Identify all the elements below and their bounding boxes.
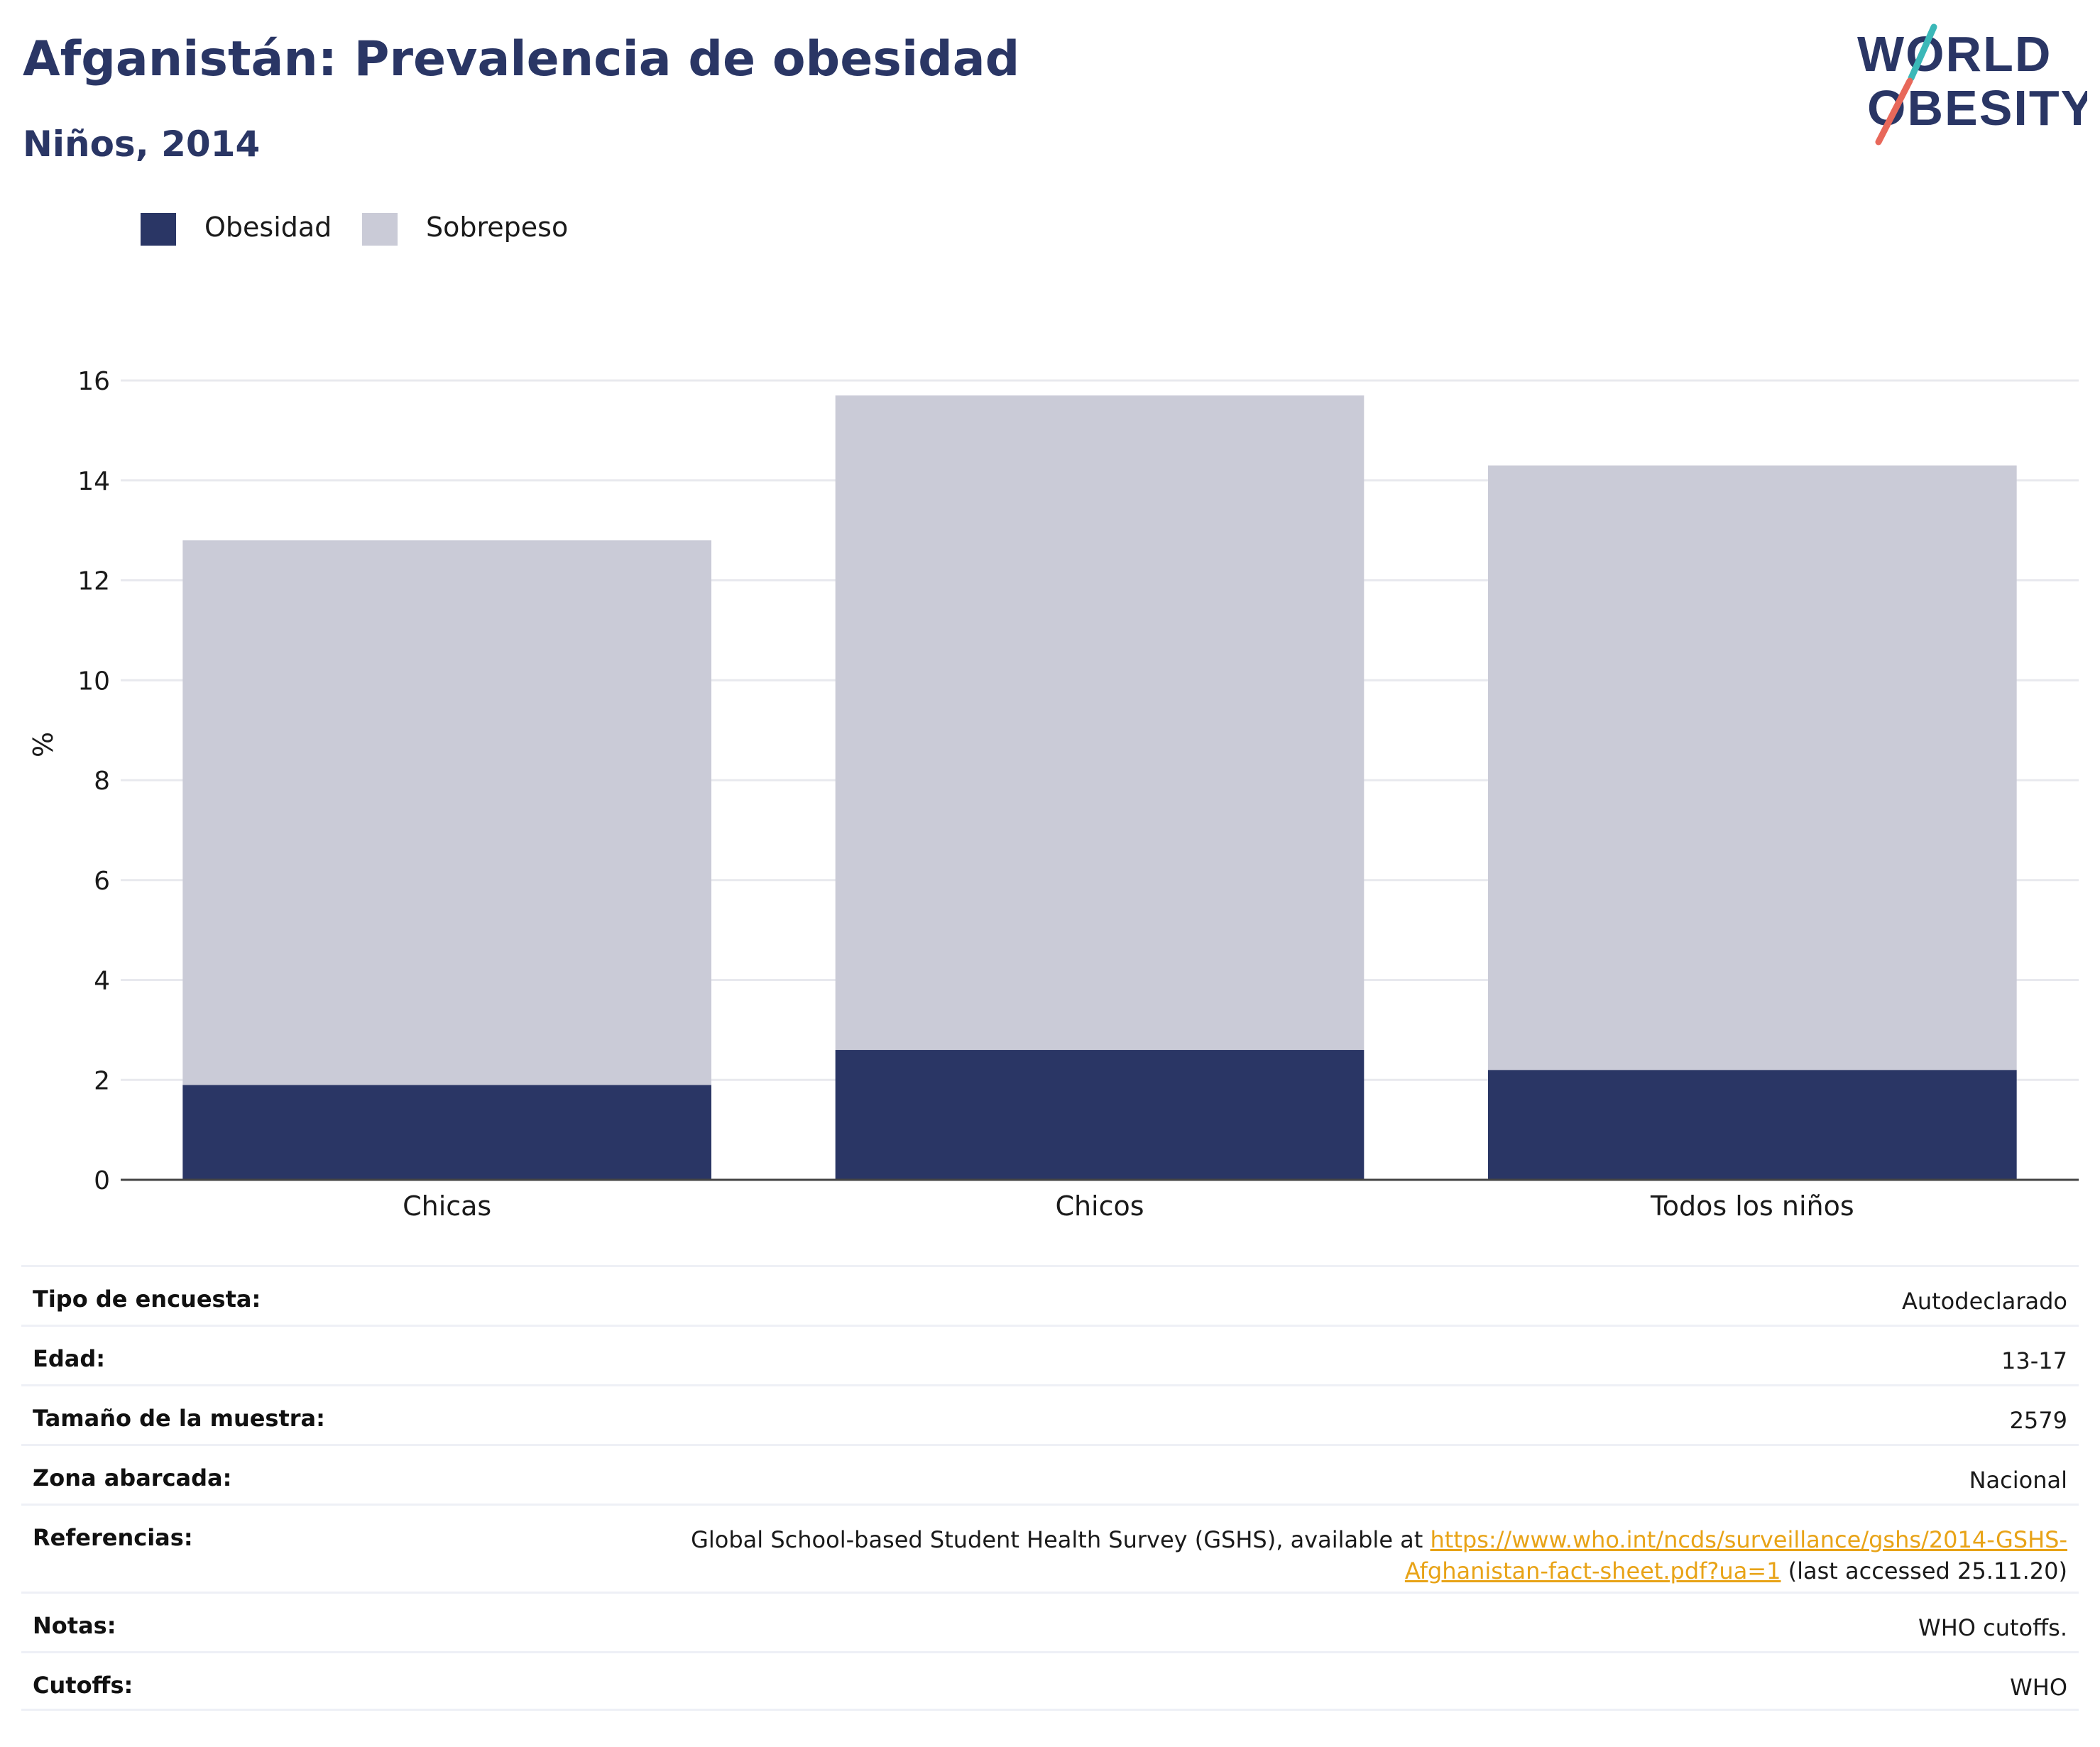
x-tick-label: Chicas xyxy=(403,1190,491,1222)
y-tick-label: 0 xyxy=(94,1166,110,1195)
references-value: Global School-based Student Health Surve… xyxy=(647,1524,2067,1587)
y-tick-label: 16 xyxy=(77,367,110,396)
info-value: WHO cutoffs. xyxy=(1918,1614,2067,1641)
logo-slash-coral xyxy=(1875,77,1913,146)
x-tick-label: Chicos xyxy=(1055,1190,1144,1222)
info-key: Referencias: xyxy=(33,1524,193,1551)
y-tick-label: 6 xyxy=(94,867,110,896)
survey-info-table: Tipo de encuesta: Autodeclarado Edad: 13… xyxy=(21,1265,2079,1711)
info-value: Nacional xyxy=(1969,1467,2067,1494)
legend-label-obesidad: Obesidad xyxy=(204,212,332,243)
info-value: Autodeclarado xyxy=(1901,1288,2067,1315)
info-row-muestra: Tamaño de la muestra: 2579 xyxy=(21,1384,2079,1444)
info-key: Zona abarcada: xyxy=(33,1464,232,1491)
logo-slash-teal xyxy=(1908,23,1937,82)
bar-sobrepeso-0 xyxy=(182,540,711,1085)
logo-word-obesity: OBESITY xyxy=(1867,80,2087,136)
info-key: Tamaño de la muestra: xyxy=(33,1405,325,1432)
bar-obesidad-0 xyxy=(182,1085,711,1180)
y-axis-label: % xyxy=(28,732,59,757)
info-key: Notas: xyxy=(33,1612,116,1639)
legend-swatch-sobrepeso xyxy=(362,213,398,246)
info-row-zona: Zona abarcada: Nacional xyxy=(21,1444,2079,1504)
references-text: Global School-based Student Health Surve… xyxy=(691,1526,1431,1553)
info-row-notas: Notas: WHO cutoffs. xyxy=(21,1592,2079,1651)
bar-obesidad-1 xyxy=(835,1050,1365,1180)
info-key: Tipo de encuesta: xyxy=(33,1286,261,1313)
info-key: Edad: xyxy=(33,1345,106,1372)
info-row-referencias: Referencias: Global School-based Student… xyxy=(21,1504,2079,1592)
y-tick-label: 14 xyxy=(77,467,110,496)
y-tick-label: 12 xyxy=(77,567,110,596)
info-row-cutoffs: Cutoffs: WHO xyxy=(21,1651,2079,1711)
info-value: 13-17 xyxy=(2001,1347,2067,1374)
info-row-edad: Edad: 13-17 xyxy=(21,1325,2079,1384)
legend-label-sobrepeso: Sobrepeso xyxy=(426,212,569,243)
info-row-tipo: Tipo de encuesta: Autodeclarado xyxy=(21,1265,2079,1325)
chart-subtitle: Niños, 2014 xyxy=(23,124,261,165)
info-key: Cutoffs: xyxy=(33,1672,133,1699)
logo-word-world: WORLD xyxy=(1857,26,2052,82)
chart-title: Afganistán: Prevalencia de obesidad xyxy=(23,31,1020,87)
y-tick-label: 8 xyxy=(94,767,110,796)
info-value: 2579 xyxy=(2009,1407,2067,1434)
y-tick-label: 2 xyxy=(94,1066,110,1095)
references-link[interactable]: https://www.who.int/ncds/surveillance/gs… xyxy=(1404,1526,2067,1584)
bar-sobrepeso-2 xyxy=(1488,465,2017,1070)
bar-obesidad-2 xyxy=(1488,1070,2017,1180)
x-tick-label: Todos los niños xyxy=(1650,1190,1854,1222)
y-tick-label: 10 xyxy=(77,667,110,696)
stacked-bar-chart: 0 2 4 6 8 10 12 14 16% Chicas Chicos Todos los niño… xyxy=(28,367,2079,1222)
references-accessed: (last accessed 25.11.20) xyxy=(1781,1557,2067,1584)
bar-sobrepeso-1 xyxy=(835,395,1365,1051)
legend-swatch-obesidad xyxy=(141,213,176,246)
info-value: WHO xyxy=(2010,1674,2067,1701)
world-obesity-logo: WORLD OBESITY xyxy=(1857,23,2087,146)
y-tick-label: 4 xyxy=(94,967,110,996)
